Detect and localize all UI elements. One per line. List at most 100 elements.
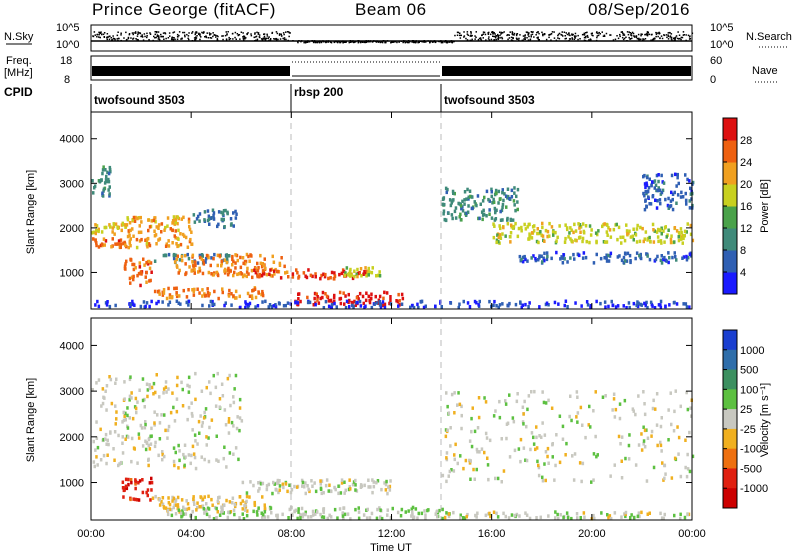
heatmap-cell [358,291,362,296]
heatmap-cell [227,431,231,435]
heatmap-cell [352,480,356,484]
nsky-point [174,38,176,41]
heatmap-cell [581,256,585,260]
heatmap-cell [337,491,340,496]
nsky-point [551,31,554,33]
nsky-point [528,35,530,38]
heatmap-cell [261,269,265,273]
heatmap-cell [94,303,97,307]
nsky-point [180,38,182,40]
nsky-point [467,34,469,36]
heatmap-cell [128,233,131,238]
heatmap-cell [194,371,197,376]
heatmap-cell [473,429,477,434]
heatmap-cell [654,407,657,411]
heatmap-cell [177,237,180,241]
heatmap-cell [297,292,301,296]
nsky-point [489,33,492,36]
heatmap-cell [480,210,484,214]
heatmap-cell [149,261,153,265]
heatmap-cell [146,236,150,241]
nsky-point [136,35,139,37]
heatmap-cell [566,260,569,264]
heatmap-cell [251,296,254,301]
heatmap-cell [182,288,185,293]
nsky-point [451,41,453,44]
nsky-point [271,32,273,34]
heatmap-cell [370,292,373,296]
heatmap-cell [202,259,205,263]
heatmap-cell [645,175,649,180]
heatmap-cell [200,455,203,459]
nsky-point [542,33,544,35]
heatmap-cell [170,513,174,518]
heatmap-cell [635,303,638,308]
heatmap-cell [212,217,216,221]
heatmap-cell [171,295,174,299]
heatmap-cell [104,301,108,305]
heatmap-cell [478,450,481,454]
nsky-point [533,36,535,38]
heatmap-cell [605,253,608,257]
heatmap-cell [271,254,274,259]
nsky-point [450,41,453,43]
heatmap-cell [389,515,393,520]
heatmap-cell [373,302,376,306]
heatmap-cell [322,306,326,310]
heatmap-cell [673,513,676,518]
heatmap-cell [670,234,673,238]
heatmap-cell [375,480,378,485]
heatmap-cell [601,395,605,399]
heatmap-cell [659,440,662,445]
heatmap-cell [445,511,448,515]
heatmap-cell [499,218,503,222]
heatmap-cell [167,239,170,243]
nsky-point [282,32,285,34]
nsky-point [499,34,501,37]
heatmap-cell [335,305,338,309]
heatmap-cell [226,376,230,381]
heatmap-cell [426,508,429,513]
heatmap-cell [640,448,644,452]
heatmap-cell [498,197,502,201]
heatmap-cell [574,301,577,305]
heatmap-cell [690,414,693,418]
nsky-point [116,38,118,40]
heatmap-cell [594,390,597,394]
nsky-point [182,31,184,34]
heatmap-cell [101,401,105,406]
nsky-point [417,41,419,44]
heatmap-cell [468,458,471,463]
heatmap-cell [166,224,169,228]
heatmap-cell [446,428,449,432]
heatmap-cell [218,253,222,258]
heatmap-cell [380,516,384,521]
heatmap-cell [102,187,106,191]
heatmap-cell [190,453,193,458]
nsky-point [501,36,503,39]
heatmap-cell [385,291,389,295]
heatmap-cell [190,242,194,246]
heatmap-cell [125,223,129,227]
heatmap-cell [230,222,233,226]
heatmap-cell [191,509,194,514]
heatmap-cell [516,392,519,396]
nsky-point [222,35,224,37]
heatmap-cell [265,487,269,492]
heatmap-cell [311,274,314,279]
nsky-point [518,39,520,41]
nsky-point [260,38,263,40]
nsky-point [206,32,208,34]
nsky-point [456,31,459,34]
heatmap-cell [212,272,216,277]
heatmap-cell [592,409,595,413]
heatmap-cell [257,266,260,270]
heatmap-cell [351,303,354,308]
heatmap-cell [138,479,142,483]
nsky-point [359,41,362,44]
heatmap-cell [218,397,222,401]
heatmap-cell [604,305,607,309]
heatmap-cell [449,203,453,208]
heatmap-cell [134,406,138,411]
